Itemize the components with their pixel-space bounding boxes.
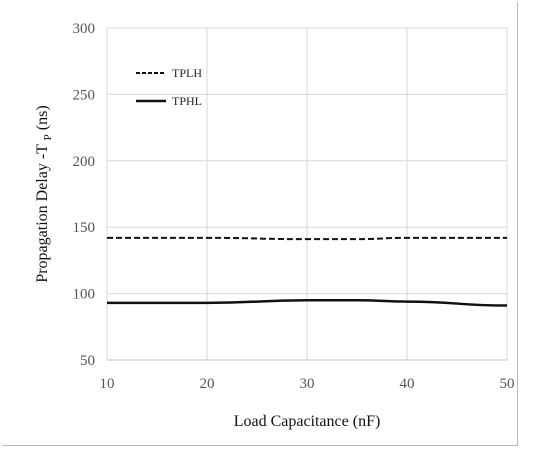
y-axis-title-subscript: P (42, 134, 54, 140)
x-tick-label: 50 (500, 376, 515, 392)
series-lines (106, 236, 508, 307)
x-tick-labels: 10 20 30 40 50 (100, 376, 515, 392)
y-tick-label: 250 (73, 87, 96, 103)
y-tick-label: 100 (73, 287, 96, 303)
series-line-tphl (107, 298, 508, 307)
x-tick-label: 10 (100, 376, 115, 392)
y-axis-title-unit: (ns) (34, 105, 51, 130)
legend-label-tphl: TPHL (172, 94, 202, 108)
series-line-tplh (106, 236, 507, 241)
legend: TPLH TPHL (136, 66, 202, 108)
y-tick-label: 300 (73, 21, 96, 37)
x-tick-label: 30 (300, 376, 315, 392)
grid-lines (106, 27, 508, 361)
legend-label-tplh: TPLH (172, 66, 202, 80)
y-tick-label: 200 (73, 154, 96, 170)
y-tick-label: 150 (73, 220, 96, 236)
chart-frame (3, 2, 518, 446)
y-axis-title-main: Propagation Delay -T (34, 144, 51, 283)
x-axis-title: Load Capacitance (nF) (234, 413, 381, 430)
x-tick-label: 20 (200, 376, 215, 392)
y-axis-title: Propagation Delay -T P (ns) (34, 105, 55, 282)
y-tick-labels: 50 100 150 200 250 300 (73, 21, 96, 369)
y-tick-label: 50 (80, 353, 95, 369)
x-tick-label: 40 (400, 376, 415, 392)
